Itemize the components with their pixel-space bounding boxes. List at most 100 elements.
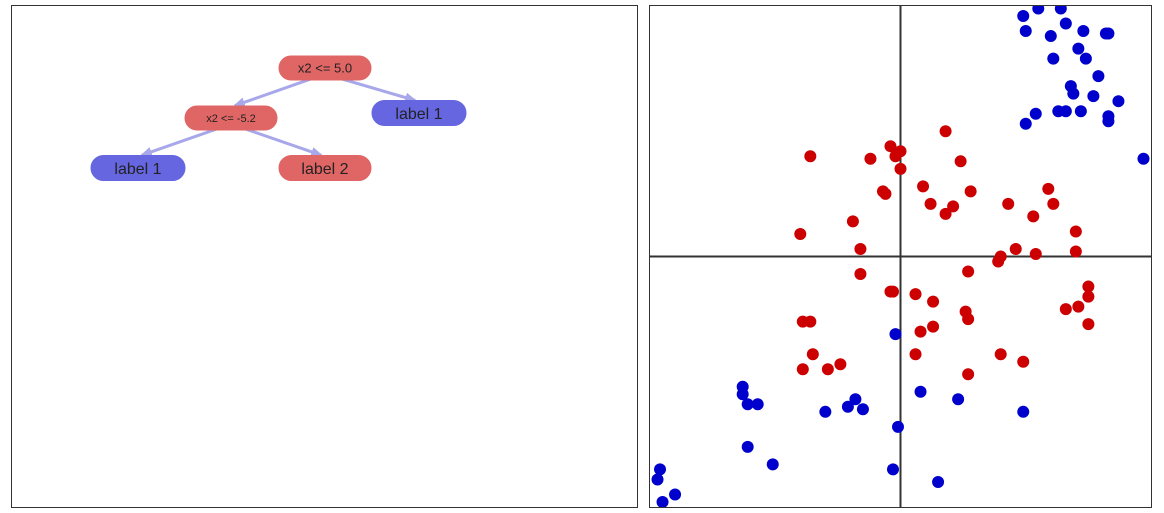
scatter-point: [927, 320, 940, 333]
scatter-point: [1054, 6, 1067, 15]
scatter-plot-panel: [649, 5, 1152, 508]
tree-node-shape: [371, 100, 467, 126]
scatter-point: [1029, 247, 1042, 260]
scatter-point: [1092, 70, 1105, 83]
scatter-point: [669, 488, 682, 501]
tree-node-shape: [278, 55, 372, 81]
tree-leaf-node-n4: label 2: [278, 155, 372, 181]
scatter-point: [962, 313, 975, 326]
scatter-point: [1082, 280, 1095, 293]
scatter-point: [917, 180, 930, 193]
scatter-point: [804, 315, 817, 328]
decision-tree-panel: x2 <= 5.0 x2 <= -5.2 label 1 label 1 label 2: [11, 5, 638, 508]
scatter-point: [939, 125, 952, 138]
tree-node-label: x2 <= -5.2: [206, 113, 256, 125]
scatter-point: [886, 463, 899, 476]
scatter-point: [1137, 152, 1150, 165]
scatter-point: [1032, 6, 1045, 15]
scatter-point: [924, 197, 937, 210]
scatter-point: [1017, 355, 1030, 368]
scatter-point: [891, 420, 904, 433]
scatter-point: [884, 285, 897, 298]
scatter-point: [1047, 197, 1060, 210]
scatter-point: [821, 363, 834, 376]
scatter-point: [846, 215, 859, 228]
scatter-point: [806, 348, 819, 361]
scatter-point: [894, 162, 907, 175]
tree-node-label: label 1: [395, 106, 442, 123]
scatter-point: [804, 150, 817, 163]
scatter-point: [751, 398, 764, 411]
scatter-point: [952, 393, 965, 406]
tree-nodes: x2 <= 5.0 x2 <= -5.2 label 1 label 1 label 2: [90, 55, 467, 181]
scatter-point: [994, 348, 1007, 361]
scatter-plot-canvas: [650, 6, 1151, 507]
tree-leaf-node-n2: label 1: [371, 100, 467, 126]
scatter-point: [654, 463, 667, 476]
scatter-point: [741, 440, 754, 453]
scatter-point: [736, 388, 749, 401]
decision-tree-canvas: x2 <= 5.0 x2 <= -5.2 label 1 label 1 label 2: [90, 55, 467, 181]
scatter-point: [834, 358, 847, 371]
scatter-point: [1042, 182, 1055, 195]
tree-split-node-n1: x2 <= -5.2: [184, 105, 278, 131]
scatter-point: [656, 495, 669, 507]
scatter-point: [1019, 25, 1032, 38]
scatter-point: [1059, 17, 1072, 30]
scatter-series-1: [794, 125, 1095, 381]
scatter-point: [1069, 225, 1082, 238]
tree-node-shape: [184, 105, 278, 131]
scatter-point: [1082, 290, 1095, 303]
scatter-point: [1017, 10, 1030, 23]
scatter-point: [1017, 405, 1030, 418]
scatter-point: [1027, 210, 1040, 223]
scatter-point: [1059, 303, 1072, 316]
scatter-point: [889, 328, 902, 341]
scatter-point: [841, 400, 854, 413]
scatter-point: [1009, 242, 1022, 255]
tree-node-label: label 1: [114, 161, 161, 178]
scatter-point: [1102, 27, 1115, 40]
scatter-point: [992, 255, 1005, 268]
scatter-point: [932, 475, 945, 488]
scatter-series-0: [651, 6, 1150, 507]
scatter-point: [939, 207, 952, 220]
scatter-point: [909, 348, 922, 361]
scatter-point: [1029, 107, 1042, 120]
scatter-point: [854, 268, 867, 281]
scatter-point: [889, 150, 902, 163]
scatter-point: [1072, 42, 1085, 55]
scatter-point: [954, 155, 967, 168]
scatter-point: [879, 187, 892, 200]
scatter-point: [849, 393, 862, 406]
scatter-point: [964, 185, 977, 198]
scatter-point: [819, 405, 832, 418]
scatter-point: [1077, 25, 1090, 38]
scatter-point: [796, 363, 809, 376]
scatter-point: [1072, 300, 1085, 313]
scatter-point: [856, 403, 869, 416]
scatter-point: [1059, 105, 1072, 118]
scatter-point: [914, 385, 927, 398]
scatter-point: [1069, 245, 1082, 258]
tree-node-label: label 2: [301, 161, 348, 178]
scatter-point: [1079, 52, 1092, 65]
scatter-point: [962, 265, 975, 278]
scatter-point: [1074, 105, 1087, 118]
scatter-point: [1047, 52, 1060, 65]
scatter-point: [651, 473, 664, 486]
scatter-point: [741, 398, 754, 411]
scatter-point: [947, 200, 960, 213]
scatter-points: [651, 6, 1150, 507]
scatter-point: [909, 288, 922, 301]
scatter-point: [794, 227, 807, 240]
scatter-point: [1067, 87, 1080, 100]
tree-split-node-root: x2 <= 5.0: [278, 55, 372, 81]
tree-node-shape: [90, 155, 186, 181]
scatter-point: [1087, 90, 1100, 103]
scatter-point: [766, 458, 779, 471]
scatter-point: [1102, 115, 1115, 128]
scatter-point: [1112, 95, 1125, 108]
scatter-point: [1082, 318, 1095, 331]
scatter-point: [914, 325, 927, 338]
